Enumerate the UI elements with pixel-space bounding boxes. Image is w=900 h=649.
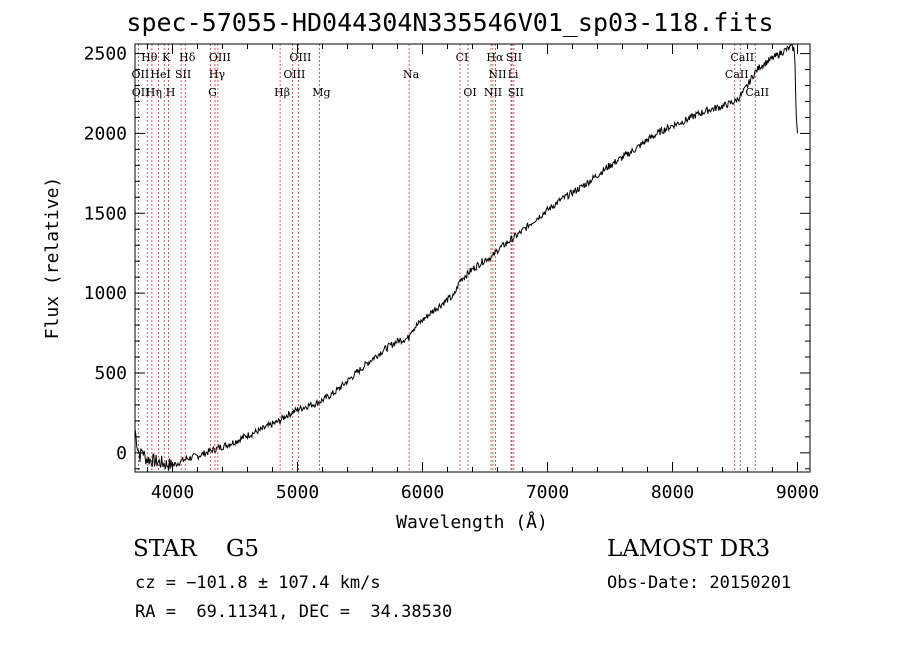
line-label: NII	[488, 68, 506, 81]
line-label: NII	[484, 86, 502, 99]
line-label: CaII	[745, 86, 769, 99]
y-tick-label: 2500	[84, 44, 127, 65]
obs-date: Obs-Date: 20150201	[607, 573, 792, 593]
plot-frame	[134, 43, 811, 473]
y-tick-label: 1000	[84, 283, 127, 304]
y-axis: 0 500 1000 1500 2000 2500	[84, 44, 810, 470]
x-tick-label: 6000	[401, 482, 444, 503]
x-tick-label: 5000	[276, 482, 319, 503]
spectrum-line	[134, 43, 798, 471]
line-label: OIII	[283, 68, 305, 81]
y-tick-label: 500	[94, 363, 127, 384]
line-label: HeI	[150, 68, 170, 81]
line-label: Hη	[146, 86, 162, 99]
x-tick-label: 9000	[776, 482, 819, 503]
line-label: SII	[508, 86, 524, 99]
x-tick-label: 8000	[651, 482, 694, 503]
x-tick-label: 7000	[526, 482, 569, 503]
x-axis: 4000 5000 6000 7000 8000 9000	[147, 44, 819, 503]
line-label: OIII	[209, 51, 231, 64]
line-label: Li	[508, 68, 519, 81]
x-axis-label: Wavelength (Å)	[396, 511, 548, 533]
y-tick-label: 2000	[84, 123, 127, 144]
line-label: CaII	[725, 68, 749, 81]
line-label: SII	[175, 68, 191, 81]
line-markers	[137, 44, 756, 472]
x-tick-label: 4000	[151, 482, 194, 503]
line-label: CaII	[730, 51, 754, 64]
line-label: OII	[132, 68, 150, 81]
redshift-cz: cz = −101.8 ± 107.4 km/s	[135, 573, 381, 593]
survey-name: LAMOST DR3	[607, 536, 771, 562]
line-label: G	[208, 86, 217, 99]
line-label: Mg	[312, 86, 330, 99]
line-label: SII	[506, 51, 522, 64]
y-tick-label: 0	[116, 443, 127, 464]
line-label: H	[166, 86, 176, 99]
line-label: OI	[463, 86, 476, 99]
line-label: Na	[403, 68, 420, 81]
line-label: CI	[456, 51, 469, 64]
line-label: OII	[132, 86, 150, 99]
object-class: STAR G5	[133, 536, 260, 562]
line-label: K	[162, 51, 171, 64]
line-label: Hα	[486, 51, 504, 64]
y-axis-label: Flux (relative)	[42, 177, 63, 340]
line-label: Hβ	[274, 86, 290, 99]
line-label: Hγ	[209, 68, 226, 81]
y-tick-label: 1500	[84, 203, 127, 224]
line-label: Hθ	[141, 51, 158, 64]
line-label: OIII	[289, 51, 311, 64]
line-label: Hδ	[179, 51, 196, 64]
ra-dec: RA = 69.11341, DEC = 34.38530	[135, 602, 453, 622]
chart-title: spec-57055-HD044304N335546V01_sp03-118.f…	[126, 8, 774, 37]
